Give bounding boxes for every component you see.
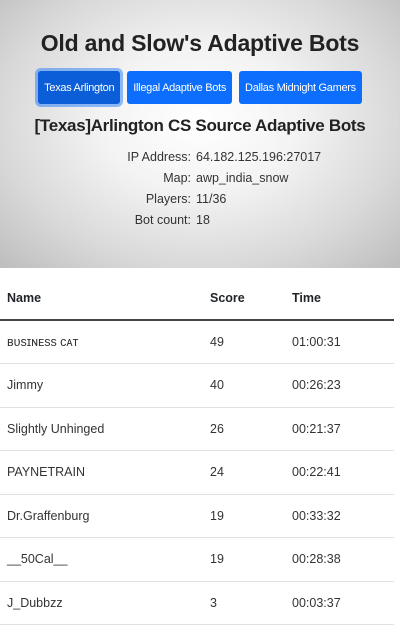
player-score: 49 xyxy=(203,320,285,364)
tab-illegal-adaptive-bots[interactable]: Illegal Adaptive Bots xyxy=(127,71,233,104)
players-value: 11/36 xyxy=(196,192,227,206)
player-time: 00:26:23 xyxy=(285,363,394,408)
player-time: 01:00:31 xyxy=(285,320,394,364)
tab-texas-arlington[interactable]: Texas Arlington xyxy=(38,71,121,104)
player-score: 3 xyxy=(203,581,285,625)
ip-value: 64.182.125.196:27017 xyxy=(196,150,322,164)
player-score: 19 xyxy=(203,537,285,582)
site-title: Old and Slow's Adaptive Bots xyxy=(40,30,360,56)
map-value: awp_india_snow xyxy=(196,171,289,185)
players-table: Name Score Time ʙᴜsɪɴᴇss ᴄᴀᴛ 49 01:00:31… xyxy=(0,276,394,625)
server-info: IP Address: 64.182.125.196:27017 Map: aw… xyxy=(0,150,400,227)
ip-label: IP Address: xyxy=(127,150,191,164)
player-score: 40 xyxy=(203,363,285,408)
player-score: 19 xyxy=(203,494,285,538)
table-row: Dr.Graffenburg 19 00:33:32 xyxy=(0,494,394,538)
player-time: 00:28:38 xyxy=(285,537,394,582)
tab-dallas-midnight-gamers[interactable]: Dallas Midnight Gamers xyxy=(239,71,362,104)
table-row: PAYNETRAIN 24 00:22:41 xyxy=(0,450,394,495)
player-name: Jimmy xyxy=(0,363,203,408)
player-time: 00:22:41 xyxy=(285,450,394,495)
player-score: 26 xyxy=(203,407,285,451)
table-row: J_Dubbzz 3 00:03:37 xyxy=(0,581,394,625)
player-name: Dr.Graffenburg xyxy=(0,494,203,538)
server-tabs: Texas Arlington Illegal Adaptive Bots Da… xyxy=(0,71,400,104)
bot-count-label: Bot count: xyxy=(134,213,191,227)
player-name: __50Cal__ xyxy=(0,537,203,582)
player-name: PAYNETRAIN xyxy=(0,450,203,495)
table-row: __50Cal__ 19 00:28:38 xyxy=(0,537,394,582)
player-time: 00:03:37 xyxy=(285,581,394,625)
server-name: [Texas]Arlington CS Source Adaptive Bots xyxy=(34,116,366,135)
table-row: ʙᴜsɪɴᴇss ᴄᴀᴛ 49 01:00:31 xyxy=(0,320,394,364)
player-time: 00:33:32 xyxy=(285,494,394,538)
bot-count-value: 18 xyxy=(196,213,210,227)
player-name: Slightly Unhinged xyxy=(0,407,203,451)
players-label: Players: xyxy=(145,192,191,206)
player-score: 24 xyxy=(203,450,285,495)
column-header-name: Name xyxy=(0,276,203,321)
player-time: 00:21:37 xyxy=(285,407,394,451)
column-header-score: Score xyxy=(203,276,285,321)
player-name: J_Dubbzz xyxy=(0,581,203,625)
column-header-time: Time xyxy=(285,276,394,321)
table-row: Jimmy 40 00:26:23 xyxy=(0,363,394,408)
table-header-row: Name Score Time xyxy=(0,276,394,321)
server-header: Old and Slow's Adaptive Bots Texas Arlin… xyxy=(0,0,400,268)
player-name: ʙᴜsɪɴᴇss ᴄᴀᴛ xyxy=(0,320,203,364)
map-label: Map: xyxy=(163,171,191,185)
table-row: Slightly Unhinged 26 00:21:37 xyxy=(0,407,394,451)
